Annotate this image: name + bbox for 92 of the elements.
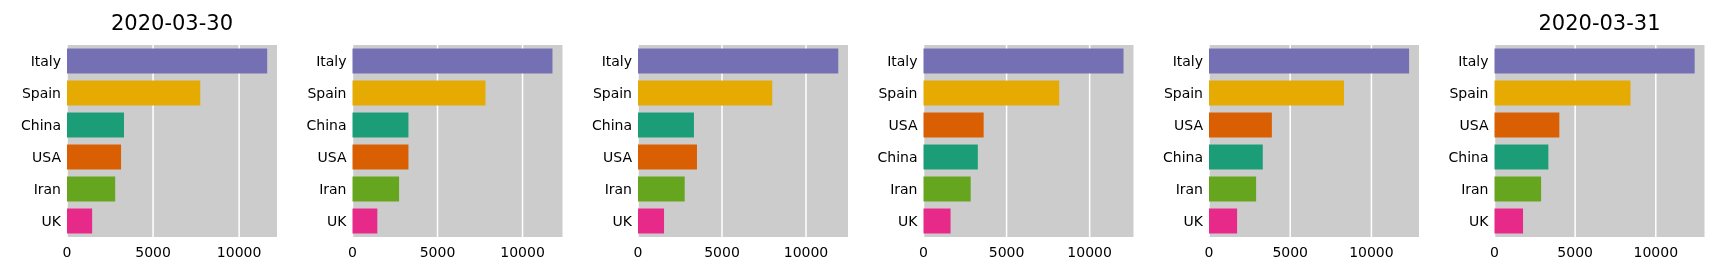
y-tick-label: Italy (601, 52, 632, 69)
bar (1494, 80, 1631, 106)
y-tick-label: China (21, 116, 61, 133)
bar (638, 208, 665, 234)
bar (1209, 80, 1344, 106)
x-tick-label: 0 (1490, 244, 1499, 260)
y-tick-label: USA (1174, 116, 1204, 133)
y-tick-label: Spain (592, 84, 632, 101)
x-tick-label: 0 (1204, 244, 1214, 260)
y-tick-label: Italy (316, 52, 347, 69)
bar (638, 80, 773, 106)
y-tick-label: Spain (21, 84, 61, 101)
chart-title: 2020-03-31 (1538, 11, 1661, 35)
x-tick-label: 0 (633, 244, 643, 260)
y-tick-label: UK (898, 212, 919, 229)
y-tick-label: Iran (890, 180, 918, 197)
y-tick-label: USA (888, 116, 918, 133)
y-tick-label: USA (32, 148, 62, 165)
y-tick-label: Italy (30, 52, 61, 69)
y-tick-label: Iran (1461, 180, 1489, 197)
bar (923, 48, 1124, 74)
y-tick-label: Spain (878, 84, 918, 101)
bar (1209, 144, 1263, 170)
bar (67, 208, 93, 234)
x-tick-label: 10000 (1349, 244, 1394, 260)
bar (1209, 176, 1257, 202)
bar (923, 176, 971, 202)
x-tick-label: 5000 (1557, 244, 1593, 260)
bar (638, 112, 694, 138)
bar (67, 176, 116, 202)
bar (352, 208, 378, 234)
bar (1494, 112, 1560, 138)
bar (67, 80, 201, 106)
bar (352, 144, 409, 170)
x-tick-label: 0 (348, 244, 357, 260)
y-tick-label: Iran (33, 180, 61, 197)
y-tick-label: USA (1459, 116, 1489, 133)
y-tick-label: Spain (1163, 84, 1203, 101)
y-tick-label: Italy (887, 52, 918, 69)
bar (638, 144, 697, 170)
bar (352, 48, 553, 74)
bar (1209, 112, 1272, 138)
bar (923, 112, 984, 138)
y-tick-label: USA (603, 148, 633, 165)
y-tick-label: UK (1469, 212, 1490, 229)
y-tick-label: Spain (1449, 84, 1489, 101)
bar (1494, 176, 1542, 202)
x-tick-label: 5000 (1272, 244, 1309, 260)
bar (1209, 208, 1238, 234)
y-tick-label: Iran (1175, 180, 1203, 197)
bar (67, 48, 268, 74)
bar (1494, 208, 1524, 234)
x-tick-label: 10000 (1633, 244, 1679, 260)
y-tick-label: China (1448, 148, 1489, 165)
x-tick-label: 5000 (704, 244, 740, 260)
bar (67, 144, 122, 170)
bar (923, 80, 1060, 106)
x-tick-label: 0 (62, 244, 72, 260)
bar (67, 112, 124, 138)
bar (352, 80, 486, 106)
x-tick-label: 5000 (419, 244, 456, 260)
y-tick-label: Italy (1458, 52, 1489, 69)
y-tick-label: USA (317, 148, 347, 165)
bar (638, 48, 839, 74)
y-tick-label: UK (327, 212, 348, 229)
x-tick-label: 5000 (988, 244, 1025, 260)
y-tick-label: UK (1183, 212, 1204, 229)
bar (923, 144, 978, 170)
x-tick-label: 10000 (783, 244, 829, 260)
x-tick-label: 10000 (500, 244, 545, 260)
y-tick-label: UK (612, 212, 633, 229)
x-tick-label: 0 (919, 244, 928, 260)
y-tick-label: Iran (604, 180, 632, 197)
bar (1209, 48, 1410, 74)
y-tick-label: China (592, 116, 632, 133)
x-tick-label: 10000 (1067, 244, 1112, 260)
bar (352, 112, 409, 138)
y-tick-label: China (1163, 148, 1203, 165)
x-tick-label: 10000 (216, 244, 262, 260)
y-tick-label: Italy (1172, 52, 1203, 69)
bar (638, 176, 685, 202)
y-tick-label: China (877, 148, 918, 165)
bar (1494, 144, 1549, 170)
bar (923, 208, 951, 234)
y-tick-label: Spain (307, 84, 347, 101)
bar (352, 176, 400, 202)
bar (1494, 48, 1695, 74)
y-tick-label: UK (41, 212, 62, 229)
chart-title: 2020-03-30 (110, 11, 234, 35)
y-tick-label: China (306, 116, 347, 133)
y-tick-label: Iran (319, 180, 347, 197)
x-tick-label: 5000 (135, 244, 171, 260)
